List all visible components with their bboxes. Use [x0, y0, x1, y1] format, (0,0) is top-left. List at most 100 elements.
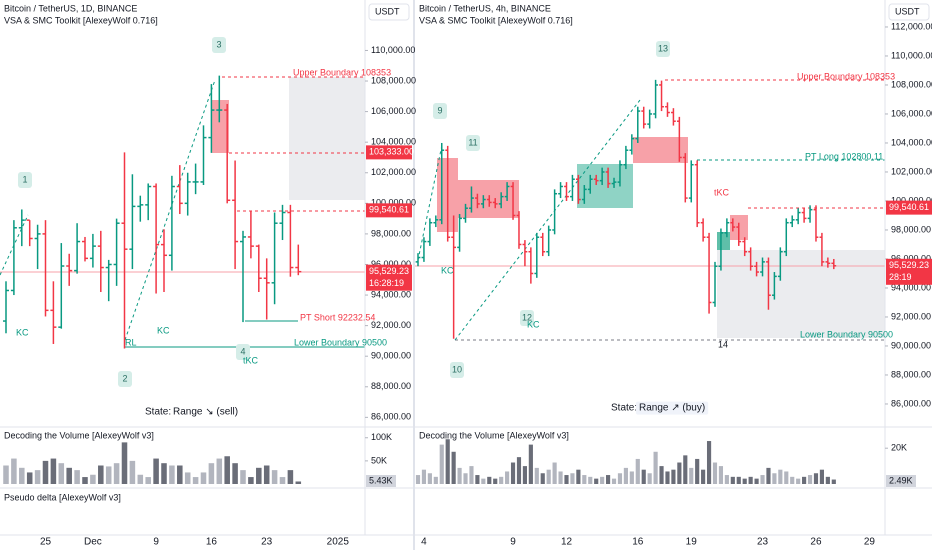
volume-bar: [451, 451, 456, 484]
annotation-bubble: [212, 37, 226, 53]
y-tick-label: 100,000.00: [891, 195, 932, 205]
volume-bar: [82, 477, 88, 484]
volume-bar: [659, 466, 664, 484]
volume-bar: [232, 463, 238, 484]
volume-bar: [11, 458, 17, 484]
volume-bar: [287, 470, 294, 484]
annotation: PT Short 92232.54: [300, 312, 375, 322]
volume-bar: [415, 475, 421, 484]
annotation: Lower Boundary 90500: [294, 337, 387, 347]
volume-last-box: [366, 475, 396, 487]
price-label-box: [366, 264, 412, 291]
volume-bar: [279, 477, 286, 484]
volume-bar: [256, 467, 262, 484]
volume-bar: [493, 478, 498, 484]
chart-title: Bitcoin / TetherUS, 4h, BINANCE: [419, 3, 551, 13]
y-tick-label: 92,000.00: [371, 320, 411, 330]
volume-bar: [629, 471, 634, 484]
volume-bar: [90, 474, 96, 484]
y-tick-label: 96,000.00: [371, 259, 411, 269]
volume-bar: [724, 475, 729, 484]
volume-bar: [34, 470, 41, 484]
volume-bar: [445, 439, 450, 484]
volume-bar: [766, 467, 771, 484]
annotation: 13: [658, 43, 668, 53]
volume-bar: [582, 475, 587, 484]
state-box: [636, 401, 709, 415]
volume-bar: [540, 473, 545, 484]
volume-bar: [677, 462, 682, 484]
volume-bar: [796, 478, 801, 484]
y-tick-label: 86,000.00: [891, 398, 931, 408]
y-tick-label: 106,000.00: [891, 108, 932, 118]
volume-bar: [200, 472, 207, 484]
volume-bar: [161, 463, 167, 484]
volume-bar: [611, 478, 617, 484]
trend-line: [454, 99, 641, 341]
volume-bar: [42, 460, 49, 484]
annotation: KC: [16, 327, 29, 337]
volume-bar: [730, 476, 735, 484]
volume-bar: [671, 469, 676, 484]
volume-bar: [145, 477, 151, 484]
volume-tick-label: 100K: [371, 432, 392, 442]
trend-line: [0, 214, 29, 276]
price-label: 99,540.61: [889, 202, 929, 212]
zone: [717, 250, 885, 338]
state-label: State:: [611, 403, 637, 414]
volume-bar: [3, 465, 9, 484]
y-tick-label: 86,000.00: [371, 412, 411, 422]
volume-bar: [439, 444, 444, 484]
volume-bar: [26, 472, 33, 484]
volume-bar: [50, 458, 57, 484]
volume-bar: [617, 473, 623, 484]
volume-bar: [576, 469, 581, 484]
currency: USDT: [895, 6, 920, 16]
volume-bar: [240, 470, 246, 484]
annotation: Upper Boundary 108353: [293, 67, 391, 77]
price-label-box: [886, 258, 932, 285]
y-tick-label: 100,000.00: [371, 198, 416, 208]
volume-bar: [113, 463, 120, 484]
volume-bar: [784, 471, 789, 484]
y-tick-label: 106,000.00: [371, 106, 416, 116]
volume-bar: [499, 476, 504, 484]
volume-bar: [248, 477, 254, 484]
zone: [577, 164, 633, 208]
volume-bar: [271, 470, 278, 484]
volume-bar: [105, 466, 112, 484]
annotation: 10: [452, 364, 462, 374]
y-tick-label: 110,000.00: [891, 50, 932, 60]
annotation: KC: [527, 319, 540, 329]
volume-bar: [570, 473, 575, 484]
x-tick-label: 4: [421, 537, 427, 548]
volume-bar: [129, 460, 136, 484]
volume-bar: [475, 475, 480, 484]
price-label-box: [366, 203, 412, 218]
annotation: KC: [441, 265, 454, 275]
price-label-box: [366, 145, 412, 160]
volume-tick-label: 20K: [891, 443, 907, 453]
x-tick-label: 29: [864, 537, 876, 548]
volume-bar: [469, 466, 474, 484]
volume-bar: [481, 478, 486, 484]
volume-tick-label: 50K: [371, 455, 387, 465]
x-tick-label: 2025: [327, 537, 350, 548]
annotation: 4: [240, 346, 245, 356]
volume-bar: [66, 467, 72, 484]
panel-separator: [413, 0, 415, 550]
x-tick-label: 26: [810, 537, 822, 548]
volume-bar: [813, 473, 819, 484]
volume-bar: [263, 465, 270, 484]
y-tick-label: 102,000.00: [371, 167, 416, 177]
trend-line: [417, 144, 443, 261]
trend-line: [124, 79, 216, 341]
volume-bar: [216, 458, 223, 484]
volume-bar: [831, 479, 836, 484]
volume-bar: [208, 463, 215, 484]
volume-bar: [712, 462, 718, 484]
annotation: KC: [157, 325, 170, 335]
y-tick-label: 108,000.00: [371, 75, 416, 85]
currency-box: [368, 3, 410, 21]
volume-bar: [137, 474, 144, 484]
